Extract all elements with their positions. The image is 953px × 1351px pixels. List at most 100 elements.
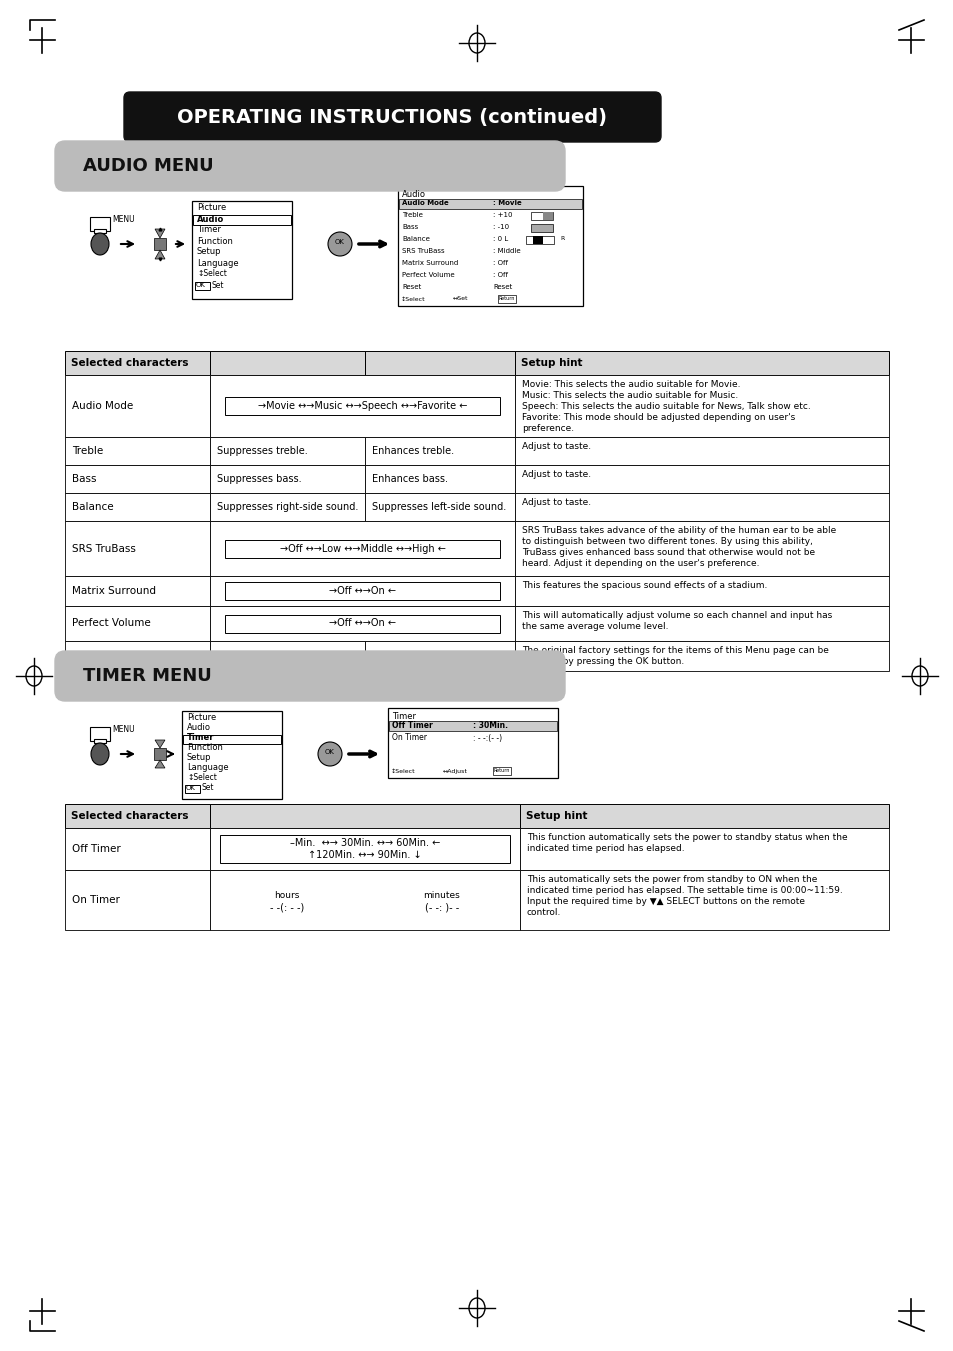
Bar xyxy=(525,236,554,245)
Text: Setup hint: Setup hint xyxy=(520,358,582,367)
Ellipse shape xyxy=(91,232,109,255)
Text: Function: Function xyxy=(187,743,223,753)
Text: Perfect Volume: Perfect Volume xyxy=(401,272,455,278)
Text: OK: OK xyxy=(335,239,345,245)
Bar xyxy=(210,376,515,436)
Text: Set: Set xyxy=(212,281,224,289)
Text: Return: Return xyxy=(494,769,510,774)
Text: SRS TruBass: SRS TruBass xyxy=(401,249,444,254)
Bar xyxy=(515,351,888,376)
Bar xyxy=(519,828,888,870)
Text: This will automatically adjust volume so each channel and input has
the same ave: This will automatically adjust volume so… xyxy=(521,611,831,631)
Text: ↕Select: ↕Select xyxy=(391,769,416,774)
Bar xyxy=(225,582,499,600)
Text: →Off ↔→On ←: →Off ↔→On ← xyxy=(329,619,395,628)
Ellipse shape xyxy=(328,232,352,255)
Text: Enhances bass.: Enhances bass. xyxy=(372,474,448,484)
Bar xyxy=(515,465,888,493)
Text: Adjust to taste.: Adjust to taste. xyxy=(521,442,591,451)
Bar xyxy=(389,721,557,731)
Text: Set: Set xyxy=(202,784,214,793)
Text: - -(: - -): - -(: - -) xyxy=(270,902,304,913)
Text: Matrix Surround: Matrix Surround xyxy=(71,586,156,596)
Bar xyxy=(519,804,888,828)
Text: Picture: Picture xyxy=(196,204,226,212)
Bar xyxy=(220,835,510,863)
Text: Reset: Reset xyxy=(71,651,101,661)
Text: ↑120Min. ↔→ 90Min. ↓: ↑120Min. ↔→ 90Min. ↓ xyxy=(308,850,421,861)
Text: Off Timer: Off Timer xyxy=(392,720,433,730)
Text: (off the function): (off the function) xyxy=(216,651,299,661)
Text: Reset: Reset xyxy=(493,284,512,290)
Text: Setup: Setup xyxy=(187,754,212,762)
Text: →Movie ↔→Music ↔→Speech ↔→Favorite ←: →Movie ↔→Music ↔→Speech ↔→Favorite ← xyxy=(257,401,467,411)
Bar xyxy=(210,607,515,640)
Text: Audio: Audio xyxy=(196,215,224,223)
Text: ↕Select: ↕Select xyxy=(400,296,425,301)
Bar xyxy=(65,607,210,640)
Text: Selected characters: Selected characters xyxy=(71,358,189,367)
Bar xyxy=(515,376,888,436)
Bar xyxy=(398,199,581,209)
Text: The original factory settings for the items of this Menu page can be
restored by: The original factory settings for the it… xyxy=(521,646,828,666)
Polygon shape xyxy=(154,740,165,748)
Text: R: R xyxy=(559,236,563,242)
Text: Selected characters: Selected characters xyxy=(71,811,189,821)
Text: Timer: Timer xyxy=(196,226,221,235)
Bar xyxy=(365,351,515,376)
Text: : - -:(- -): : - -:(- -) xyxy=(473,734,501,743)
Text: Bass: Bass xyxy=(401,224,417,230)
Bar xyxy=(193,215,291,226)
Bar xyxy=(365,436,515,465)
Text: : +10: : +10 xyxy=(493,212,512,218)
Bar xyxy=(497,295,516,303)
Text: Reset: Reset xyxy=(401,284,421,290)
Bar xyxy=(225,539,499,558)
Text: ↕Select: ↕Select xyxy=(196,269,227,278)
Bar xyxy=(192,201,292,299)
Bar xyxy=(515,493,888,521)
Text: Timer: Timer xyxy=(187,734,214,743)
Bar xyxy=(210,576,515,607)
Bar xyxy=(65,351,210,376)
Text: Timer: Timer xyxy=(392,712,416,721)
Text: Function: Function xyxy=(196,236,233,246)
Text: –Min.  ↔→ 30Min. ↔→ 60Min. ←: –Min. ↔→ 30Min. ↔→ 60Min. ← xyxy=(290,838,439,848)
Text: On Timer: On Timer xyxy=(392,734,427,743)
Text: Balance: Balance xyxy=(71,503,113,512)
Bar xyxy=(65,576,210,607)
Bar xyxy=(194,282,210,290)
Text: Audio Mode: Audio Mode xyxy=(71,401,133,411)
Text: ↔Adjust: ↔Adjust xyxy=(442,769,467,774)
Text: →Off ↔→On ←: →Off ↔→On ← xyxy=(329,586,395,596)
Bar xyxy=(515,640,888,671)
Bar xyxy=(365,493,515,521)
Bar xyxy=(519,870,888,929)
Text: Suppresses left-side sound.: Suppresses left-side sound. xyxy=(372,503,506,512)
Polygon shape xyxy=(154,230,165,238)
Bar xyxy=(210,828,519,870)
Bar xyxy=(531,212,553,220)
Bar xyxy=(210,870,519,929)
Bar xyxy=(365,640,515,671)
Bar xyxy=(210,465,365,493)
Bar xyxy=(94,739,106,743)
Text: Enhances treble.: Enhances treble. xyxy=(372,446,454,457)
Text: Suppresses treble.: Suppresses treble. xyxy=(216,446,308,457)
Text: OPERATING INSTRUCTIONS (continued): OPERATING INSTRUCTIONS (continued) xyxy=(177,108,607,127)
Bar xyxy=(65,376,210,436)
Text: Treble: Treble xyxy=(401,212,422,218)
Text: Audio: Audio xyxy=(401,190,426,199)
Text: (- -: )- -: (- -: )- - xyxy=(424,902,458,913)
Bar xyxy=(533,236,542,245)
Ellipse shape xyxy=(91,743,109,765)
Bar xyxy=(210,436,365,465)
Text: This automatically sets the power from standby to ON when the
indicated time per: This automatically sets the power from s… xyxy=(526,875,841,917)
Text: : -10: : -10 xyxy=(493,224,509,230)
Text: (waiting to reset): (waiting to reset) xyxy=(372,651,456,661)
Text: AUDIO MENU: AUDIO MENU xyxy=(83,157,213,176)
Text: ↕Select: ↕Select xyxy=(187,774,216,782)
Text: Perfect Volume: Perfect Volume xyxy=(71,619,151,628)
Bar xyxy=(185,785,200,793)
Text: Treble: Treble xyxy=(71,446,103,457)
